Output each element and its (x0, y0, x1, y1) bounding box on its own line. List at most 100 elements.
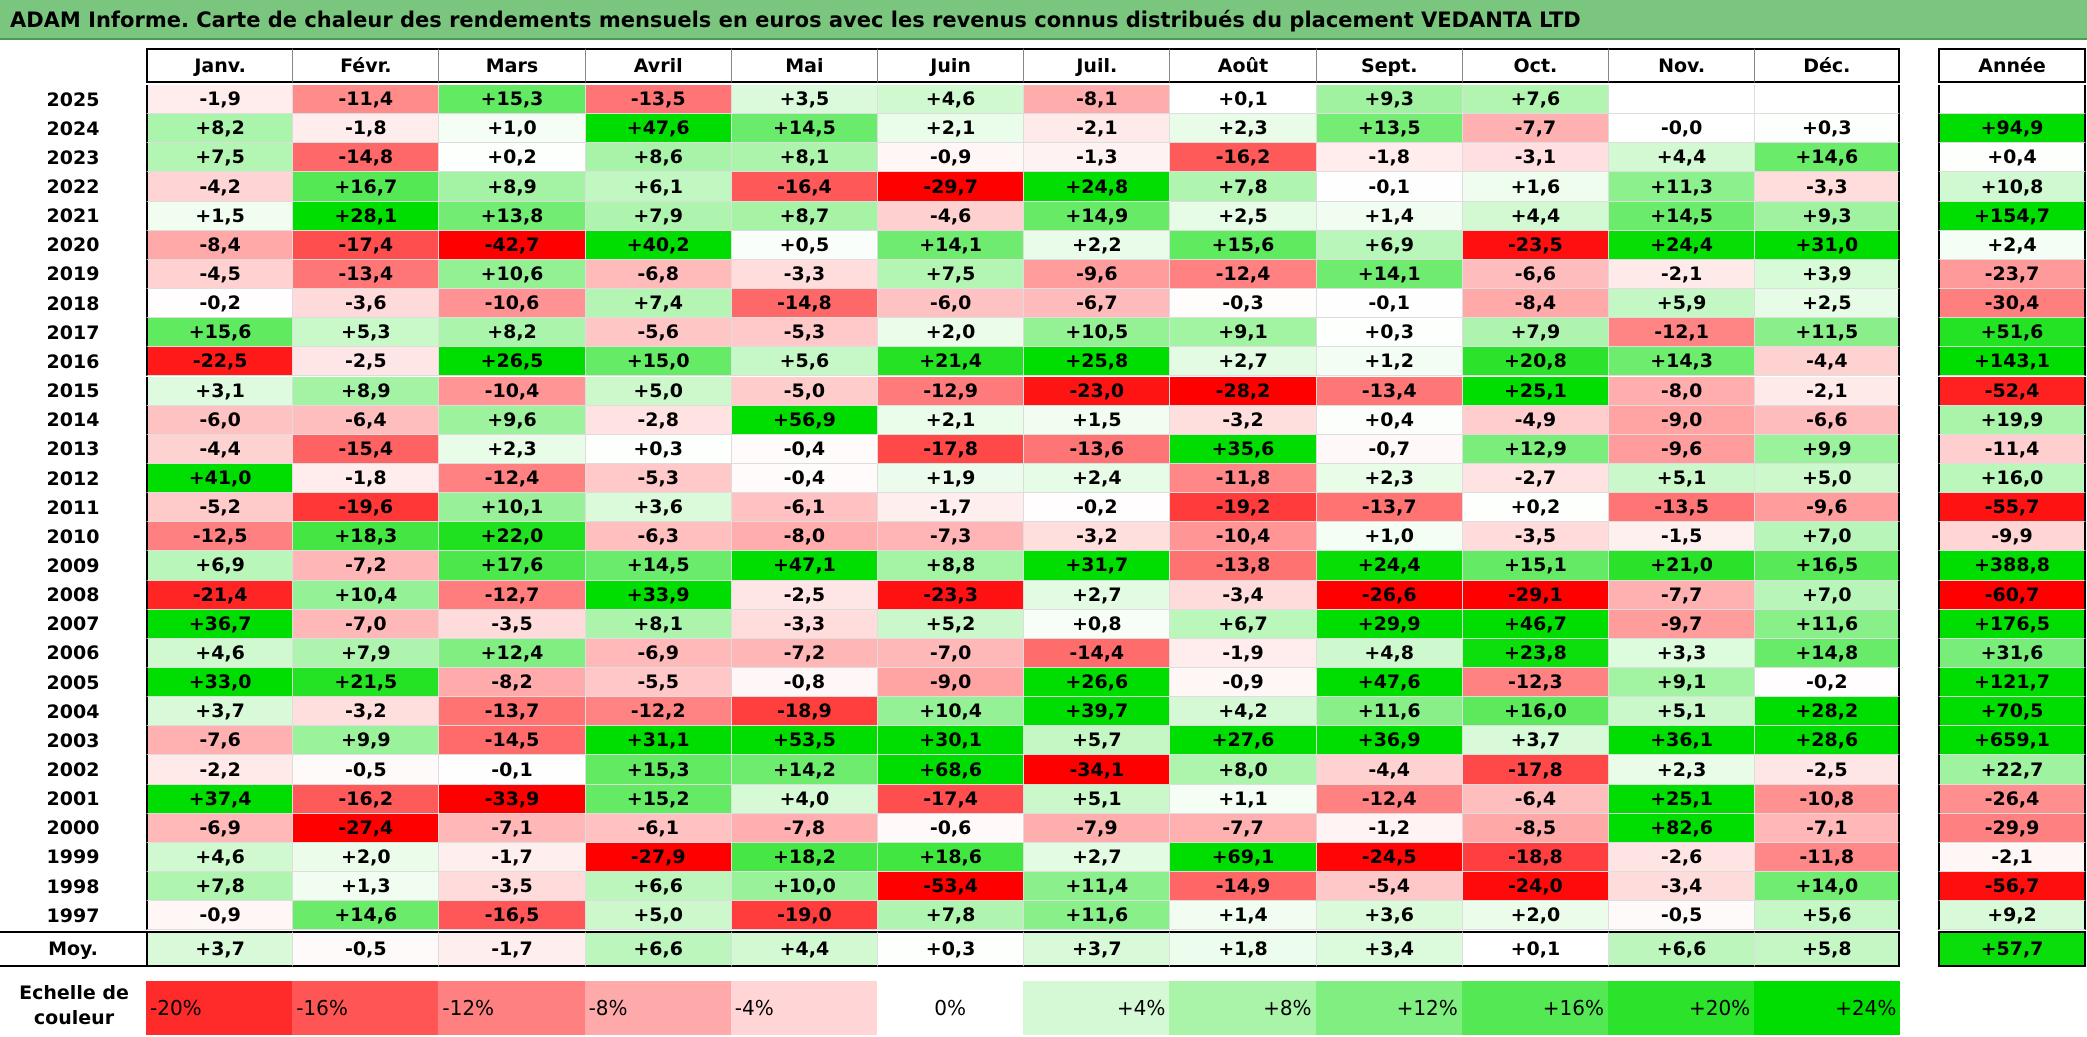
heatmap-cell: -3,3 (730, 609, 877, 639)
heatmap-cell: -12,5 (146, 522, 293, 552)
heatmap-cell: +1,6 (1461, 172, 1608, 202)
heatmap-cell: -0,3 (1169, 289, 1316, 319)
heatmap-cell: -6,8 (584, 259, 731, 290)
heatmap-cell: -1,8 (292, 463, 439, 494)
heatmap-cell: -3,2 (1023, 522, 1170, 552)
heatmap-cell: +17,6 (438, 551, 585, 581)
heatmap-cell: +8,6 (584, 143, 731, 173)
heatmap-cell: +10,6 (438, 259, 585, 290)
row-year-label: 2010 (0, 522, 146, 552)
heatmap-cell: +6,7 (1169, 609, 1316, 639)
heatmap-cell: -53,4 (877, 872, 1024, 902)
heatmap-cell: +0,3 (584, 434, 731, 464)
heatmap-cell: +2,7 (1023, 842, 1170, 873)
heatmap-cell: +5,0 (584, 376, 731, 406)
row-year-label: 2000 (0, 813, 146, 843)
heatmap-cell: +3,7 (146, 697, 293, 727)
color-scale-step: +12% (1315, 981, 1462, 1035)
heatmap-cell: +0,8 (1023, 609, 1170, 639)
heatmap-cell: +8,2 (438, 318, 585, 348)
heatmap-cell: -1,9 (1169, 638, 1316, 668)
heatmap-cell: +5,0 (1754, 463, 1901, 494)
heatmap-cell: -6,9 (584, 638, 731, 668)
heatmap-cell: -7,7 (1169, 813, 1316, 843)
heatmap-cell: -14,9 (1169, 872, 1316, 902)
heatmap-cell: +8,2 (146, 114, 293, 144)
heatmap-cell: +3,9 (1754, 259, 1901, 290)
heatmap-cell: +46,7 (1461, 609, 1608, 639)
heatmap-cell: +24,8 (1023, 172, 1170, 202)
heatmap-cell: -0,5 (1608, 901, 1755, 931)
heatmap-cell: -0,4 (730, 463, 877, 494)
heatmap-cell: -12,4 (438, 463, 585, 494)
color-scale-step: -12% (438, 981, 585, 1035)
heatmap-cell: +9,1 (1169, 318, 1316, 348)
heatmap-cell: +2,7 (1169, 347, 1316, 377)
heatmap-cell: +16,7 (292, 172, 439, 202)
heatmap-cell: +15,0 (584, 347, 731, 377)
annual-cell: +94,9 (1938, 114, 2086, 144)
heatmap-cell: +0,2 (438, 143, 585, 173)
average-cell: +0,1 (1461, 931, 1608, 967)
heatmap-cell: -2,1 (1754, 376, 1901, 406)
heatmap-cell: +7,9 (584, 201, 731, 231)
heatmap-cell: -0,2 (1754, 668, 1901, 698)
heatmap-cell: -10,4 (438, 376, 585, 406)
heatmap-cell: -0,9 (146, 901, 293, 931)
heatmap-cell: -9,0 (877, 668, 1024, 698)
row-year-label: 2006 (0, 638, 146, 668)
row-year-label: 2013 (0, 434, 146, 464)
heatmap-cell: +9,9 (292, 726, 439, 756)
row-year-label: 2019 (0, 259, 146, 290)
heatmap-cell: -24,5 (1315, 842, 1462, 873)
heatmap-cell: -15,4 (292, 434, 439, 464)
heatmap-cell: -3,3 (730, 259, 877, 290)
column-header: Sept. (1315, 48, 1462, 83)
average-cell: +5,8 (1754, 931, 1901, 967)
heatmap-cell: +33,0 (146, 668, 293, 698)
annual-cell: -52,4 (1938, 376, 2086, 406)
heatmap-cell: -13,4 (292, 259, 439, 290)
heatmap-cell: -7,9 (1023, 813, 1170, 843)
annual-cell: +143,1 (1938, 347, 2086, 377)
heatmap-cell: +11,3 (1608, 172, 1755, 202)
heatmap-cell: -8,0 (730, 522, 877, 552)
heatmap-cell: -13,5 (1608, 493, 1755, 523)
heatmap-cell: -12,9 (877, 376, 1024, 406)
heatmap-cell: -0,5 (292, 755, 439, 785)
heatmap-cell: -24,0 (1461, 872, 1608, 902)
heatmap-cell: -18,9 (730, 697, 877, 727)
row-year-label: 2003 (0, 726, 146, 756)
heatmap-cell: -6,6 (1754, 405, 1901, 435)
row-year-label: 2018 (0, 289, 146, 319)
heatmap-cell: +7,8 (146, 872, 293, 902)
heatmap-cell: +0,3 (1754, 114, 1901, 144)
heatmap-cell: -8,4 (1461, 289, 1608, 319)
heatmap-cell: +10,5 (1023, 318, 1170, 348)
row-year-label: 1998 (0, 872, 146, 902)
heatmap-cell: +3,1 (146, 376, 293, 406)
heatmap-cell: +4,4 (1461, 201, 1608, 231)
heatmap-cell: +7,0 (1754, 522, 1901, 552)
heatmap-cell: -3,3 (1754, 172, 1901, 202)
color-scale-step: +20% (1608, 981, 1755, 1035)
heatmap-cell: +21,0 (1608, 551, 1755, 581)
row-year-label: 1999 (0, 842, 146, 873)
heatmap-cell: -7,8 (730, 813, 877, 843)
heatmap-cell: -3,4 (1608, 872, 1755, 902)
heatmap-cell: -5,2 (146, 493, 293, 523)
heatmap-cell: +3,5 (730, 85, 877, 115)
heatmap-cell: -12,7 (438, 580, 585, 610)
heatmap-cell: +10,4 (292, 580, 439, 610)
heatmap-cell: -3,5 (438, 872, 585, 902)
heatmap-cell: -0,6 (877, 813, 1024, 843)
heatmap-cell: -12,4 (1169, 259, 1316, 290)
heatmap-cell: -28,2 (1169, 376, 1316, 406)
heatmap-cell: +9,3 (1754, 201, 1901, 231)
heatmap-cell: -7,0 (877, 638, 1024, 668)
heatmap-cell: -7,7 (1461, 114, 1608, 144)
average-cell: -0,5 (292, 931, 439, 967)
annual-cell: -30,4 (1938, 289, 2086, 319)
heatmap-cell: +53,5 (730, 726, 877, 756)
heatmap-cell: -7,1 (438, 813, 585, 843)
